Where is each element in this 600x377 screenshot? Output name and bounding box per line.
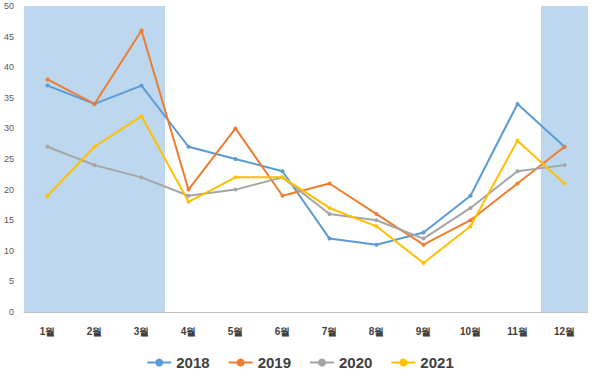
svg-text:50: 50 <box>4 1 14 11</box>
svg-text:5월: 5월 <box>228 326 244 337</box>
svg-text:11월: 11월 <box>507 326 528 337</box>
svg-text:3월: 3월 <box>134 326 150 337</box>
svg-text:0: 0 <box>9 307 14 317</box>
svg-text:20: 20 <box>4 185 14 195</box>
svg-text:2021: 2021 <box>420 354 453 371</box>
svg-text:9월: 9월 <box>416 326 432 337</box>
svg-text:10: 10 <box>4 246 14 256</box>
svg-text:25: 25 <box>4 154 14 164</box>
svg-text:1월: 1월 <box>40 326 56 337</box>
svg-text:2018: 2018 <box>176 354 209 371</box>
svg-text:4월: 4월 <box>181 326 197 337</box>
svg-text:2020: 2020 <box>339 354 372 371</box>
svg-text:35: 35 <box>4 93 14 103</box>
svg-text:10월: 10월 <box>460 326 481 337</box>
svg-text:40: 40 <box>4 62 14 72</box>
svg-text:6월: 6월 <box>275 326 291 337</box>
svg-text:2월: 2월 <box>87 326 103 337</box>
svg-text:30: 30 <box>4 123 14 133</box>
svg-text:15: 15 <box>4 215 14 225</box>
svg-text:2019: 2019 <box>258 354 291 371</box>
svg-text:8월: 8월 <box>369 326 385 337</box>
svg-text:7월: 7월 <box>322 326 338 337</box>
svg-text:5: 5 <box>9 276 14 286</box>
svg-text:12월: 12월 <box>554 326 575 337</box>
svg-text:45: 45 <box>4 32 14 42</box>
